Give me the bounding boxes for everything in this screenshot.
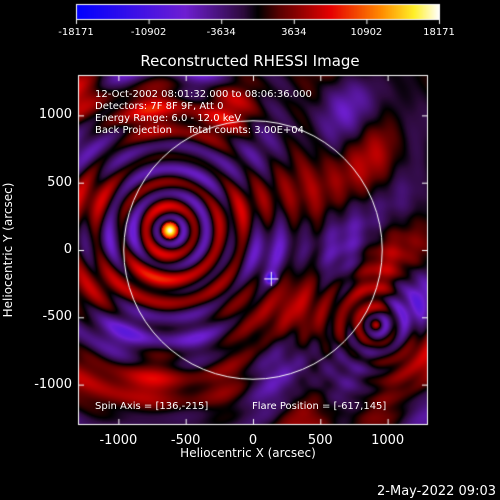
x-axis-label: Heliocentric X (arcsec) <box>180 446 316 460</box>
y-axis-label: Heliocentric Y (arcsec) <box>1 182 15 318</box>
colorbar-tick-label: 10902 <box>350 27 383 38</box>
spin-axis-label: Spin Axis = [136,-215] <box>95 401 209 412</box>
y-tick-label: -500 <box>42 309 72 325</box>
x-tick-label: -1000 <box>99 433 138 448</box>
x-tick-label: 500 <box>307 433 333 448</box>
colorbar-tick-label: 18171 <box>423 27 455 38</box>
y-tick-label: -1000 <box>34 376 72 392</box>
info-detectors: Detectors: 7F 8F 9F, Att 0 <box>95 101 224 112</box>
colorbar-tick-label: 3634 <box>281 27 307 38</box>
chart-title: Reconstructed RHESSI Image <box>140 52 360 70</box>
x-tick-label: 0 <box>248 433 258 448</box>
colorbar-tick-label: -18171 <box>58 27 94 38</box>
info-method-counts: Back Projection Total counts: 3.00E+04 <box>95 125 304 136</box>
y-tick-label: 1000 <box>38 107 72 123</box>
info-time-range: 12-Oct-2002 08:01:32.000 to 08:06:36.000 <box>95 89 312 100</box>
colorbar-tick-label: -10902 <box>130 27 167 38</box>
x-tick-label: 1000 <box>371 433 405 448</box>
info-energy-range: Energy Range: 6.0 - 12.0 keV <box>95 113 242 124</box>
y-tick-label: 0 <box>63 242 72 257</box>
timestamp: 2-May-2022 09:03 <box>377 484 496 499</box>
colorbar-tick-label: -3634 <box>206 27 236 38</box>
flare-position-label: Flare Position = [-617,145] <box>252 401 387 412</box>
y-tick-label: 500 <box>47 174 72 190</box>
x-tick-label: -500 <box>170 433 201 448</box>
